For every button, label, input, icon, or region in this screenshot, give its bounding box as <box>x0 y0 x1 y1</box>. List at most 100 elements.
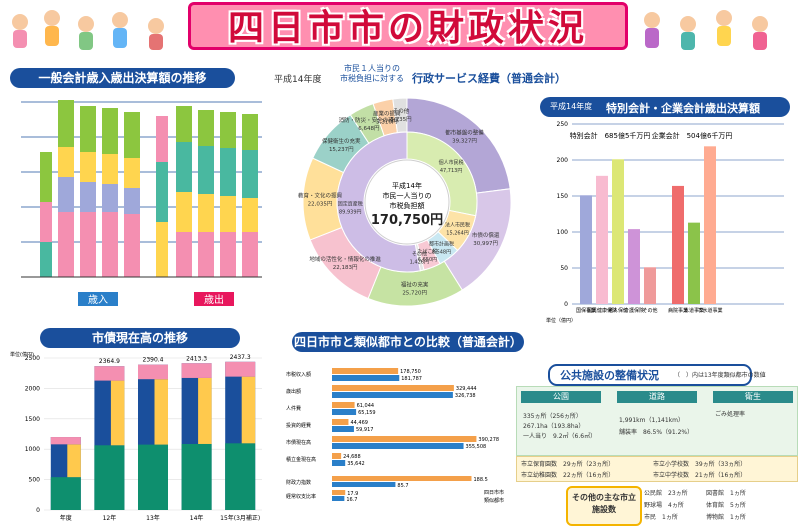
special-category-label: 国保事業 <box>576 307 596 314</box>
donut-center: 平成14年 市民一人当りの 市税負担額 170,750円 <box>364 159 450 245</box>
compare-row-label: 市債現在高 <box>286 439 311 446</box>
school-kindergarten: 市立幼稚園数 22ヵ所（16ヵ所） <box>521 472 615 479</box>
other-item-3: 体育館 5ヵ所 <box>706 502 746 509</box>
other-item-2: 野球場 4ヵ所 <box>644 502 684 509</box>
debt-bars: 年度 2364.9 12年 2390.4 13年 2413.3 14年 2437.3 15年(3… <box>50 354 260 522</box>
center-line2: 市民一人当りの <box>383 191 432 200</box>
special-category-label: 介護保険 <box>624 307 644 314</box>
debt-category-label: 15年(3月補正) <box>220 514 260 522</box>
school-nursery: 市立保育園数 29ヵ所（23ヵ所） <box>521 461 615 468</box>
compare-bar <box>332 460 346 466</box>
bar-year-2 <box>58 100 74 277</box>
school-elementary: 市立小学校数 39ヵ所（33ヵ所） <box>653 461 747 468</box>
facility-header-road: 道路 <box>617 391 697 403</box>
people-illustration <box>12 10 164 50</box>
out-bar-3 <box>198 110 214 277</box>
inner-slice-label: たばこ税 <box>417 248 437 255</box>
special-tick-label: 200 <box>557 157 569 164</box>
compare-ratio-value: 85.7 <box>397 483 408 489</box>
special-tick-label: 50 <box>560 265 568 272</box>
special-bar <box>644 267 656 304</box>
compare-value-label: 390,278 <box>478 437 499 443</box>
compare-ratio-bar <box>332 476 472 481</box>
facility-header-park: 公園 <box>521 391 601 403</box>
facility-note: （ ）内は13年度類似都市の数値 <box>674 372 766 379</box>
special-tick-label: 0 <box>564 301 568 308</box>
compare-value-label: 59,917 <box>356 427 374 433</box>
compare-value-label: 24,688 <box>343 454 361 460</box>
compare-ratio-bar <box>332 482 396 487</box>
revenue-out-label: 歳出 <box>204 293 224 306</box>
inner-slice-label: 個人市民税 <box>439 159 464 166</box>
debt-value-label: 2390.4 <box>143 357 164 364</box>
debt-category-label: 年度 <box>60 514 72 522</box>
outer-slice-value: 25,720円 <box>402 290 427 297</box>
special-ylabel: 単位（億円） <box>546 317 576 324</box>
road-line-2: 舗装率 86.5%（91.2%） <box>619 429 694 436</box>
outer-slice-value: 39,327円 <box>452 138 477 145</box>
other-facilities-title: その他の主な市立施設数 <box>572 493 636 514</box>
out-bar-1 <box>156 116 168 277</box>
outer-ring <box>302 97 512 307</box>
inner-slice-value: 15,264円 <box>446 230 469 236</box>
special-bar <box>596 175 608 304</box>
service-title: 行政サービス経費（普通会計） <box>412 72 566 85</box>
revenue-in-label: 歳入 <box>88 294 108 306</box>
compare-ratio-label: 財政力指数 <box>286 479 311 486</box>
debt-tick-label: 2000 <box>25 385 40 392</box>
schools-panel: 市立保育園数 29ヵ所（23ヵ所） 市立小学校数 39ヵ所（33ヵ所） 市立幼稚… <box>516 456 798 482</box>
special-bar <box>612 159 624 304</box>
special-bar <box>628 229 640 304</box>
service-donut-chart: 平成14年 市民一人当りの 市税負担額 170,750円 都市基盤の整備39,3… <box>298 97 512 307</box>
compare-row-label: 投資的経費 <box>286 422 311 429</box>
compare-bar <box>332 453 342 459</box>
debt-axis: 2500 2000 1500 1000 500 0 単位(億円) <box>10 351 262 514</box>
compare-value-label: 355,508 <box>466 444 487 450</box>
facility-title-bar: 公共施設の整備状況 （ ）内は13年度類似都市の数値 <box>548 364 766 386</box>
service-header: 平成14年度 市民１人当りの 市税負担に対する 行政サービス経費（普通会計） <box>272 62 566 92</box>
compare-value-label: 44,469 <box>350 420 368 426</box>
debt-category-label: 14年 <box>190 514 204 522</box>
other-facilities-badge: その他の主な市立施設数 <box>566 486 642 526</box>
person-icon <box>12 10 164 50</box>
bar-year-1 <box>40 152 52 277</box>
inner-slice-value: 47,713円 <box>440 168 463 174</box>
special-bar <box>580 195 592 304</box>
compare-bar <box>332 419 349 425</box>
debt-bar <box>50 437 81 510</box>
outer-slice-label: 産業の振興 <box>373 109 401 117</box>
compare-bar <box>332 436 477 442</box>
compare-value-label: 181,787 <box>401 376 422 382</box>
inner-slice-label: 固定資産税 <box>338 200 363 207</box>
compare-row-label: 人件費 <box>286 405 301 412</box>
inner-slice <box>336 131 421 273</box>
park-line-2: 267.1ha（193.8ha） <box>523 423 585 430</box>
compare-ratio-bar <box>332 490 346 495</box>
special-category-label: 水道事業 <box>684 307 704 314</box>
compare-value-label: 35,642 <box>347 461 365 467</box>
compare-bar <box>332 402 355 408</box>
compare-row-label: 歳出額 <box>286 388 301 395</box>
revenue-out-bars <box>156 106 258 277</box>
compare-bar <box>332 375 400 381</box>
other-item-1: 図書館 1ヵ所 <box>706 490 746 497</box>
other-item-4: 市民 1ヵ所 <box>644 514 678 521</box>
page-title: 四日市市の財政状況 <box>188 2 628 50</box>
special-category-label: 病院事業 <box>668 307 688 314</box>
inner-slice-label: 法人市民税 <box>445 221 470 228</box>
compare-bar <box>332 392 453 398</box>
debt-tick-label: 0 <box>36 507 40 514</box>
compare-ratio-bar <box>332 496 345 501</box>
other-item-5: 博物館 1ヵ所 <box>706 514 746 521</box>
inner-slice-label: その他 <box>412 251 427 258</box>
inner-slice-label: 都市計画税 <box>429 240 454 247</box>
debt-value-label: 2364.9 <box>99 358 120 365</box>
compare-section-title: 四日市市と類似都市との比較（普通会計） <box>292 332 524 352</box>
debt-bar <box>181 363 212 510</box>
debt-category-label: 13年 <box>146 514 160 522</box>
special-bar <box>688 222 700 304</box>
